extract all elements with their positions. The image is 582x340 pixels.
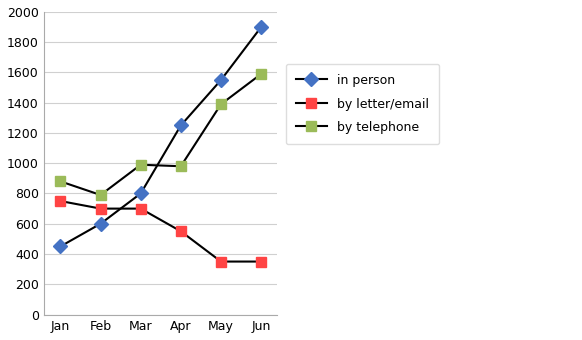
Legend: in person, by letter/email, by telephone: in person, by letter/email, by telephone	[286, 64, 439, 144]
by telephone	[218, 102, 225, 106]
by telephone	[137, 163, 144, 167]
by letter/email	[57, 199, 64, 203]
in person	[218, 78, 225, 82]
in person	[97, 222, 104, 226]
by letter/email	[97, 207, 104, 211]
by telephone	[258, 72, 265, 76]
by telephone	[178, 164, 184, 168]
by letter/email	[178, 229, 184, 233]
in person	[57, 244, 64, 249]
in person	[258, 25, 265, 29]
Line: by letter/email: by letter/email	[55, 196, 266, 267]
Line: in person: in person	[55, 22, 266, 251]
Line: by telephone: by telephone	[55, 69, 266, 200]
in person	[137, 191, 144, 196]
by telephone	[97, 193, 104, 197]
by letter/email	[258, 259, 265, 264]
in person	[178, 123, 184, 128]
by letter/email	[218, 259, 225, 264]
by letter/email	[137, 207, 144, 211]
by telephone	[57, 179, 64, 183]
